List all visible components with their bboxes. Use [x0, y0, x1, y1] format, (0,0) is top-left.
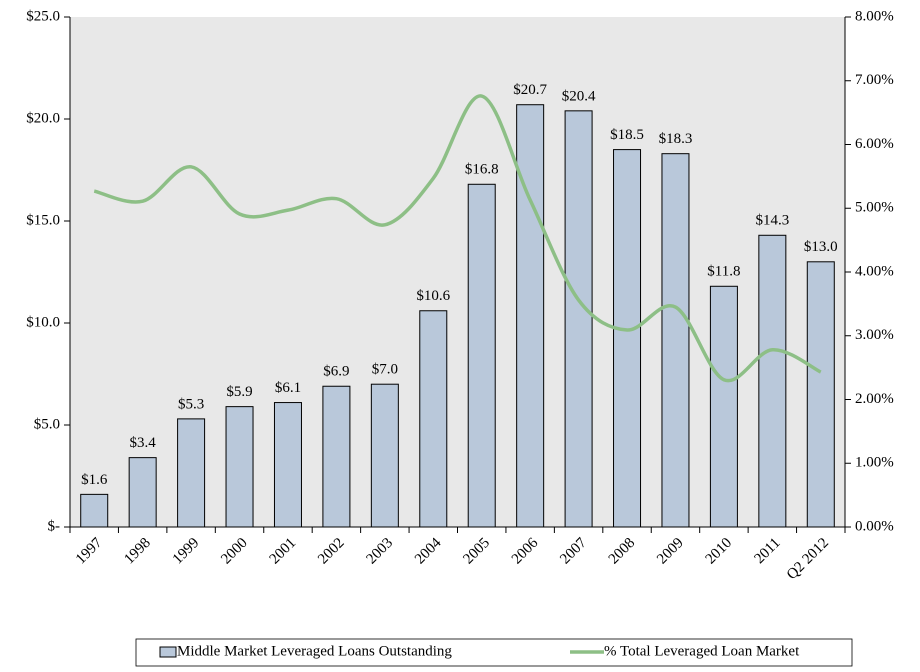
data-label: $5.3 — [178, 396, 204, 412]
bar — [564, 110, 593, 528]
data-label: $6.9 — [323, 364, 349, 380]
data-label: $6.1 — [275, 380, 301, 396]
y2-tick-label: 8.00% — [855, 8, 894, 24]
x-tick-label: 1997 — [73, 535, 106, 568]
bar — [322, 385, 351, 528]
line — [93, 94, 822, 383]
legend-label: Middle Market Leveraged Loans Outstandin… — [177, 643, 452, 659]
y2-tick-label: 4.00% — [855, 263, 894, 279]
x-tick-label: 2003 — [364, 535, 397, 568]
bar — [806, 261, 835, 528]
y2-tick-label: 6.00% — [855, 136, 894, 152]
bar — [709, 285, 738, 528]
data-label: $11.8 — [707, 264, 740, 280]
bar — [370, 383, 399, 528]
x-tick-label: 2006 — [509, 535, 542, 568]
y2-tick-label: 3.00% — [855, 327, 894, 343]
y2-tick-label: 0.00% — [855, 518, 894, 534]
y-tick-label: $- — [48, 518, 61, 534]
data-label: $18.3 — [659, 131, 693, 147]
x-tick-label: 2010 — [703, 535, 736, 568]
y-tick-label: $20.0 — [26, 110, 60, 126]
data-label: $1.6 — [81, 472, 108, 488]
x-tick-label: 2002 — [315, 535, 348, 568]
y2-tick-label: 5.00% — [855, 200, 894, 216]
x-tick-label: 2009 — [654, 535, 687, 568]
data-label: $14.3 — [755, 213, 789, 229]
bar — [128, 457, 157, 528]
bar — [419, 310, 448, 528]
data-label: $20.7 — [513, 82, 547, 98]
bar — [758, 234, 787, 528]
x-tick-label: 1999 — [170, 535, 203, 568]
y-tick-label: $15.0 — [26, 212, 60, 228]
x-tick-label: 2005 — [460, 535, 493, 568]
y-tick-label: $10.0 — [26, 314, 60, 330]
data-label: $3.4 — [130, 435, 157, 451]
bar — [80, 493, 109, 528]
data-label: $5.9 — [226, 384, 252, 400]
y-tick-label: $5.0 — [34, 416, 60, 432]
bar — [225, 406, 254, 528]
x-tick-label: 2007 — [557, 535, 590, 568]
x-tick-label: 2004 — [412, 535, 445, 568]
data-label: $18.5 — [610, 127, 644, 143]
y2-tick-label: 1.00% — [855, 455, 894, 471]
bar — [661, 153, 690, 528]
data-label: $20.4 — [562, 88, 596, 104]
legend-box — [135, 638, 853, 667]
bar — [613, 149, 642, 528]
data-label: $16.8 — [465, 162, 499, 178]
bar — [467, 183, 496, 528]
y2-tick-label: 7.00% — [855, 72, 894, 88]
data-label: $10.6 — [416, 288, 450, 304]
x-tick-label: 2011 — [751, 535, 783, 567]
bar — [177, 418, 206, 528]
legend-label: % Total Leveraged Loan Market — [604, 643, 800, 659]
bar — [273, 402, 302, 528]
x-tick-label: 1998 — [121, 535, 154, 568]
data-label: $7.0 — [372, 362, 398, 378]
y-tick-label: $25.0 — [26, 8, 60, 24]
y2-tick-label: 2.00% — [855, 391, 894, 407]
x-tick-label: 2001 — [267, 535, 300, 568]
bar — [516, 104, 545, 528]
x-tick-label: 2008 — [606, 535, 639, 568]
x-tick-label: 2000 — [218, 535, 251, 568]
data-label: $13.0 — [804, 239, 838, 255]
x-tick-label: Q2 2012 — [784, 535, 832, 583]
legend-swatch — [159, 646, 177, 658]
